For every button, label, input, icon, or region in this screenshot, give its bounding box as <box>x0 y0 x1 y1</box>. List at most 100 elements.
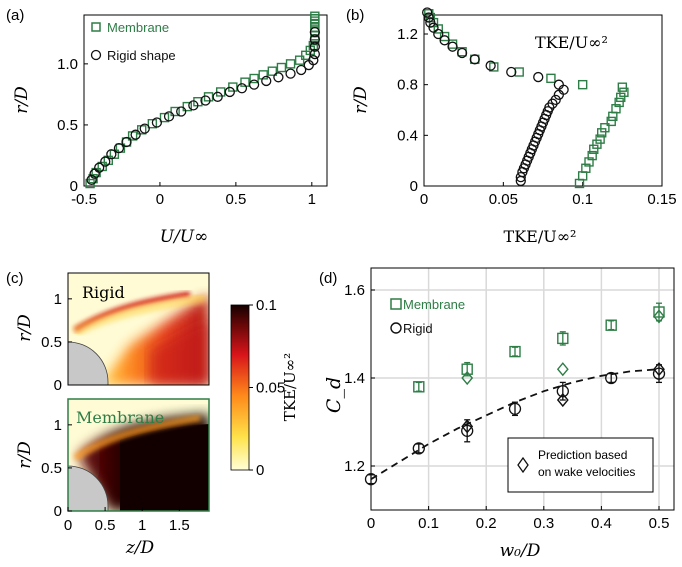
x-tick-label: 0 <box>420 191 428 208</box>
panel-b-annotation: TKE/U∞² <box>535 33 608 52</box>
y-tick-label: 0 <box>70 178 78 195</box>
prediction-line-2: on wake velocities <box>538 465 635 479</box>
membrane-point <box>616 92 626 103</box>
membrane-point <box>557 332 569 345</box>
membrane-point <box>589 144 599 154</box>
rigid-point <box>113 142 125 154</box>
panel-a-xlabel: U/U∞ <box>160 227 209 247</box>
membrane-point <box>147 119 158 129</box>
panel-b-xlabel: TKE/U∞² <box>504 227 577 246</box>
prediction-point <box>556 392 569 408</box>
panel-d-legend: Membrane Rigid <box>390 297 465 336</box>
membrane-point <box>587 150 597 161</box>
heatmap-rigid-label: Rigid <box>82 283 125 302</box>
x-tick-label: 0.1 <box>572 191 593 208</box>
x-tick-label: 0.5 <box>649 515 670 532</box>
rigid-point <box>412 442 425 455</box>
membrane-point <box>608 111 618 122</box>
membrane-point <box>600 123 610 133</box>
x-tick-label: 1 <box>138 517 146 534</box>
panel-c-ticks: 0 0.5 1 1.5 0 0.5 1 0 0.5 1 <box>41 291 190 534</box>
y-tick-label: 0 <box>54 503 62 520</box>
rigid-point <box>447 41 458 52</box>
rigid-point <box>130 129 141 140</box>
panel-d-annotation-box: Prediction based on wake velocities <box>507 437 654 493</box>
rigid-body-shape <box>68 341 109 385</box>
panel-a-axes <box>83 14 328 187</box>
y-tick-label: 0.5 <box>41 460 62 477</box>
panel-d-series <box>364 302 666 486</box>
rigid-point <box>433 28 444 40</box>
prediction-point <box>653 362 665 377</box>
rigid-point <box>456 47 468 59</box>
panel-d-ticks: 0 0.1 0.2 0.3 0.4 0.5 1.2 1.4 1.6 <box>344 282 669 532</box>
rigid-point <box>248 79 260 90</box>
x-tick-label: 1 <box>308 191 316 208</box>
prediction-line-1: Prediction based <box>538 448 627 462</box>
membrane-point <box>159 112 170 123</box>
rigid-point <box>515 171 526 183</box>
membrane-point <box>619 87 629 97</box>
panel-d-ylabel: C_d <box>323 377 345 413</box>
rigid-point <box>485 60 496 71</box>
rigid-point <box>309 26 321 38</box>
rigid-point <box>212 91 223 102</box>
colorbar-tick-label: 0.05 <box>256 380 285 397</box>
membrane-point <box>294 55 305 65</box>
membrane-point <box>574 178 585 189</box>
y-tick-label: 0.5 <box>41 334 62 351</box>
prediction-point <box>556 362 569 377</box>
legend-d-membrane-label: Membrane <box>403 297 465 312</box>
panel-a-ylabel: r/D <box>12 86 32 114</box>
x-tick-label: 0.5 <box>95 517 116 534</box>
rigid-point <box>469 54 480 65</box>
y-tick-label: 1.2 <box>397 26 418 43</box>
y-tick-label: 1.0 <box>57 56 78 73</box>
rigid-point <box>86 174 97 186</box>
membrane-point <box>240 77 250 87</box>
panel-b-axes <box>423 14 663 187</box>
panel-b: (b) 0 0.05 0.1 0.15 0 0.4 0.8 1.2 TKE/U∞² TKE/U… <box>346 7 677 246</box>
membrane-point <box>595 134 605 144</box>
y-tick-label: 0.5 <box>57 117 78 134</box>
panel-c-ylabel-top: r/D <box>15 314 35 342</box>
membrane-point <box>182 101 192 112</box>
rigid-point <box>422 7 433 18</box>
y-tick-label: 0.4 <box>397 127 418 144</box>
x-tick-label: 0.05 <box>489 191 518 208</box>
rigid-point <box>309 41 321 52</box>
rigid-point <box>163 111 175 122</box>
legend-d-rigid-label: Rigid <box>403 321 433 336</box>
rigid-point <box>224 86 235 98</box>
rigid-point <box>425 17 436 28</box>
rigid-point <box>508 402 522 415</box>
membrane-point <box>509 345 521 358</box>
panel-b-ticks: 0 0.05 0.1 0.15 0 0.4 0.8 1.2 <box>397 26 676 208</box>
legend-d-membrane-marker <box>390 298 402 310</box>
rigid-point <box>200 95 211 106</box>
x-tick-label: 0.3 <box>533 515 554 532</box>
rigid-point <box>533 71 544 83</box>
x-tick-label: 0 <box>156 191 164 208</box>
membrane-point <box>447 39 458 49</box>
x-tick-label: 0.15 <box>647 191 676 208</box>
rigid-point <box>121 136 132 148</box>
membrane-point <box>546 73 556 84</box>
prediction-point <box>653 309 665 324</box>
y-tick-label: 1.4 <box>344 370 365 387</box>
rigid-point <box>94 162 105 173</box>
prediction-point <box>461 419 474 434</box>
rigid-point <box>188 100 199 111</box>
membrane-body-shape <box>68 465 109 511</box>
membrane-point <box>433 24 443 34</box>
panel-a: (a) -0.5 0 0.5 100.51.0 Membrane Rigid shap… <box>6 7 328 247</box>
heatmap-membrane-label: Membrane <box>76 408 164 427</box>
panel-b-label: (b) <box>346 7 364 24</box>
panel-b-series <box>422 7 629 189</box>
rigid-point <box>652 367 666 380</box>
panel-c-xlabel: z/D <box>125 538 155 558</box>
x-tick-label: 0.2 <box>476 515 497 532</box>
heatmap-rigid-frame <box>67 272 210 386</box>
